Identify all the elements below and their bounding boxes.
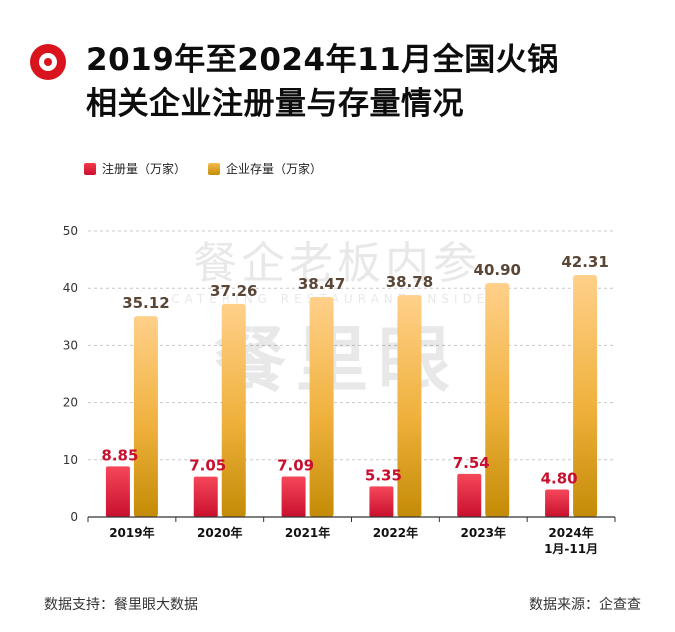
data-label-stock: 35.12: [122, 294, 169, 312]
x-tick-label: 1月-11月: [544, 542, 598, 556]
bar-registration: [545, 489, 570, 517]
bar-registration: [281, 476, 306, 517]
footer-data-support: 数据支持：餐里眼大数据: [44, 597, 198, 613]
data-label-stock: 42.31: [561, 253, 608, 271]
page-title: 2019年至2024年11月全国火锅 相关企业注册量与存量情况: [86, 38, 646, 126]
x-tick-label: 2021年: [285, 525, 330, 540]
x-tick-label: 2023年: [461, 525, 506, 540]
legend-swatch-registration: [84, 162, 96, 175]
bar-stock: [221, 303, 246, 517]
legend-label-stock: 企业存量（万家）: [226, 162, 323, 176]
data-label-registration: 7.05: [189, 457, 226, 475]
y-tick-label: 50: [63, 224, 78, 238]
bar-registration: [193, 476, 218, 517]
chart-legend: 注册量（万家） 企业存量（万家）: [84, 160, 344, 177]
title-line-1: 2019年至2024年11月全国火锅: [86, 42, 559, 78]
data-label-stock: 38.47: [298, 275, 345, 293]
legend-label-registration: 注册量（万家）: [102, 162, 187, 176]
x-tick-label: 2022年: [373, 525, 418, 540]
data-label-registration: 7.09: [277, 456, 314, 474]
y-tick-label: 20: [63, 396, 78, 410]
y-tick-label: 30: [63, 338, 78, 352]
data-label-registration: 5.35: [365, 466, 402, 484]
bar-stock: [309, 296, 334, 517]
bar-stock: [397, 295, 422, 517]
legend-item-stock: 企业存量（万家）: [208, 160, 322, 177]
legend-swatch-stock: [208, 162, 221, 175]
legend-item-registration: 注册量（万家）: [84, 160, 186, 177]
brand-logo-icon: [30, 44, 66, 80]
y-tick-label: 40: [63, 281, 78, 295]
title-line-2: 相关企业注册量与存量情况: [86, 86, 464, 122]
bar-registration: [105, 466, 130, 517]
data-label-stock: 37.26: [210, 282, 257, 300]
footer-data-source: 数据来源：企查查: [529, 597, 641, 613]
x-tick-label: 2024年: [548, 525, 593, 540]
watermark-line-1: 餐企老板内参: [193, 238, 481, 289]
bar-registration: [369, 486, 394, 517]
y-tick-label: 0: [70, 510, 78, 524]
data-label-registration: 4.80: [541, 470, 578, 488]
bar-stock: [133, 316, 158, 517]
watermark-line-3: 餐里眼: [214, 318, 460, 402]
x-tick-label: 2020年: [197, 525, 242, 540]
bar-stock: [485, 283, 510, 517]
data-label-registration: 7.54: [453, 454, 490, 472]
bar-registration: [457, 473, 482, 517]
x-tick-label: 2019年: [109, 525, 154, 540]
bar-stock: [573, 274, 598, 517]
data-label-stock: 40.90: [474, 261, 521, 279]
data-label-registration: 8.85: [101, 446, 138, 464]
y-tick-label: 10: [63, 453, 78, 467]
data-label-stock: 38.78: [386, 273, 433, 291]
